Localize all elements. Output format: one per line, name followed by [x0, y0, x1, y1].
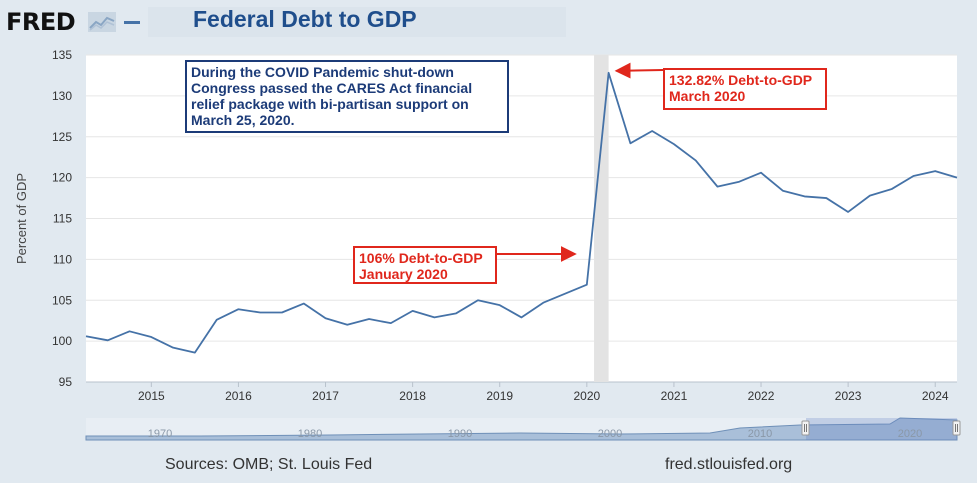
chart-title: Federal Debt to GDP — [193, 6, 417, 32]
title-band — [148, 7, 566, 37]
y-tick-label: 135 — [52, 48, 72, 62]
x-tick-label: 2016 — [225, 389, 252, 403]
y-axis-ticks: 95 100 105 110 115 120 125 130 135 — [52, 48, 72, 389]
navigator-handle[interactable] — [801, 420, 810, 436]
pre-annotation-line: January 2020 — [359, 266, 448, 282]
navigator-tick-label: 1970 — [148, 428, 172, 440]
peak-arrow — [614, 62, 664, 79]
peak-annotation: 132.82% Debt-to-GDP March 2020 — [663, 68, 827, 110]
peak-annotation-line: 132.82% Debt-to-GDP — [669, 72, 813, 88]
y-tick-label: 95 — [59, 375, 73, 389]
covid-annotation: During the COVID Pandemic shut-down Cong… — [185, 60, 509, 133]
y-axis-label: Percent of GDP — [14, 173, 29, 264]
x-axis-ticks: 2015 2016 2017 2018 2019 2020 2021 2022 2023 2024 — [138, 382, 949, 403]
x-tick-label: 2019 — [486, 389, 513, 403]
navigator-selection — [806, 418, 957, 440]
x-tick-label: 2015 — [138, 389, 165, 403]
x-tick-label: 2018 — [399, 389, 426, 403]
chart-header: FRED Federal Debt to GDP — [0, 0, 977, 42]
covid-annotation-line: March 25, 2020. — [191, 112, 295, 128]
y-tick-label: 125 — [52, 130, 72, 144]
navigator-tick-label: 1980 — [298, 428, 322, 440]
x-tick-label: 2021 — [661, 389, 688, 403]
navigator-tick-label: 2010 — [748, 428, 772, 440]
x-tick-label: 2023 — [835, 389, 862, 403]
covid-annotation-line: Congress passed the CARES Act financial — [191, 80, 473, 96]
y-tick-label: 105 — [52, 293, 72, 307]
y-tick-label: 110 — [53, 252, 72, 266]
fred-site-link[interactable]: fred.stlouisfed.org — [665, 456, 793, 473]
fred-logo[interactable]: FRED — [6, 8, 76, 36]
x-tick-label: 2017 — [312, 389, 339, 403]
fred-logo-chart-icon — [88, 12, 116, 32]
y-tick-label: 100 — [52, 334, 72, 348]
x-tick-label: 2024 — [922, 389, 949, 403]
covid-annotation-line: relief package with bi-partisan support … — [191, 96, 469, 112]
annotation-arrows — [497, 62, 664, 262]
series-legend-dash — [124, 21, 140, 24]
x-tick-label: 2020 — [573, 389, 600, 403]
navigator-tick-label: 2000 — [598, 428, 622, 440]
y-tick-label: 130 — [52, 89, 72, 103]
x-tick-label: 2022 — [748, 389, 775, 403]
y-tick-label: 115 — [53, 212, 72, 226]
sources-text: Sources: OMB; St. Louis Fed — [165, 456, 373, 473]
series-group — [85, 71, 958, 354]
y-tick-label: 120 — [52, 171, 72, 185]
recession-shading — [594, 55, 609, 382]
range-navigator: 1970 1980 1990 2000 2010 2020 — [85, 417, 961, 441]
covid-annotation-line: During the COVID Pandemic shut-down — [191, 64, 454, 80]
pre-pandemic-annotation: 106% Debt-to-GDP January 2020 — [353, 246, 497, 284]
recession-band — [594, 55, 609, 382]
peak-annotation-line: March 2020 — [669, 88, 746, 104]
navigator-tick-label: 2020 — [898, 428, 922, 440]
pre-annotation-line: 106% Debt-to-GDP — [359, 250, 483, 266]
navigator-tick-label: 1990 — [448, 428, 472, 440]
navigator-handle[interactable] — [952, 420, 961, 436]
